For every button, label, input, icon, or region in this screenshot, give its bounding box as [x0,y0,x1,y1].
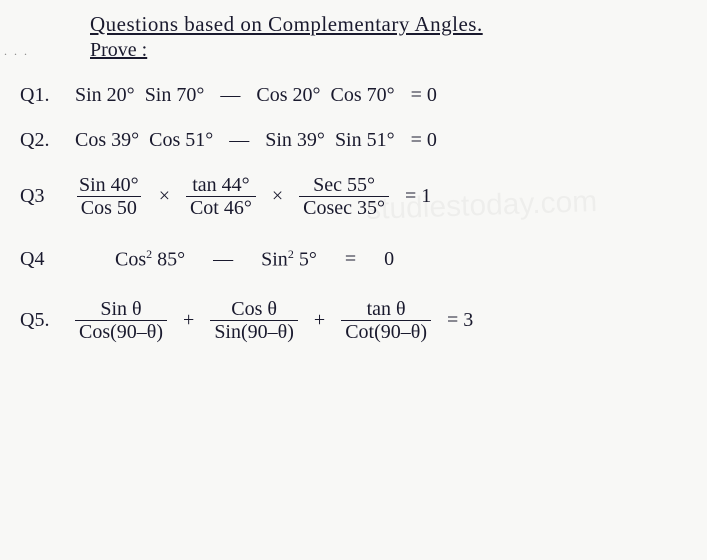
expression: Sin θ Cos(90–θ) + Cos θ Sin(90–θ) + tan … [75,298,479,343]
question-number: Q1. [20,84,75,107]
fraction: Sin θ Cos(90–θ) [75,298,167,343]
times-op: × [153,185,176,208]
equals-result: = 3 [441,309,479,332]
expression: Sin 20° Sin 70° — Cos 20° Cos 70° = 0 [75,84,443,107]
question-row: Q1. Sin 20° Sin 70° — Cos 20° Cos 70° = … [20,84,687,107]
question-number: Q3 [20,185,75,208]
minus-op: — [223,129,255,152]
term: Sin 51° [335,129,395,152]
denominator: Cosec 35° [299,196,389,219]
denominator: Cot(90–θ) [341,320,431,343]
fraction: Cos θ Sin(90–θ) [210,298,298,343]
numerator: tan θ [363,298,410,320]
fraction: Sin 40° Cos 50 [75,174,143,219]
question-number: Q5. [20,309,75,332]
expression: Sin 40° Cos 50 × tan 44° Cot 46° × Sec 5… [75,174,437,219]
numerator: Sin 40° [75,174,143,196]
worksheet-page: . . . Questions based on Complementary A… [0,0,707,343]
term: Cos 20° [256,84,320,107]
question-number: Q4 [20,248,75,271]
numerator: Sin θ [96,298,145,320]
question-row: Q4 Cos2 85° — Sin2 5° = 0 [20,247,687,272]
plus-op: + [177,309,200,332]
minus-op: — [207,248,239,271]
question-row: Q2. Cos 39° Cos 51° — Sin 39° Sin 51° = … [20,129,687,152]
expression: Cos 39° Cos 51° — Sin 39° Sin 51° = 0 [75,129,443,152]
fraction: tan θ Cot(90–θ) [341,298,431,343]
minus-op: — [214,84,246,107]
arg: 85° [152,249,185,271]
term: Cos 51° [149,129,213,152]
page-title: Questions based on Complementary Angles. [90,12,687,37]
term: Sin 20° [75,84,135,107]
numerator: Cos θ [227,298,281,320]
numerator: tan 44° [188,174,253,196]
equals-op: = [339,248,362,271]
expression: Cos2 85° — Sin2 5° = 0 [115,247,394,272]
denominator: Cos(90–θ) [75,320,167,343]
plus-op: + [308,309,331,332]
question-number: Q2. [20,129,75,152]
corner-dots: . . . [4,44,29,59]
term: Sin 70° [145,84,205,107]
page-subtitle: Prove : [90,39,687,62]
denominator: Cos 50 [77,196,141,219]
equals-result: = 0 [405,129,443,152]
fraction: tan 44° Cot 46° [186,174,256,219]
term: Cos 70° [331,84,395,107]
question-row: Q5. Sin θ Cos(90–θ) + Cos θ Sin(90–θ) + … [20,298,687,343]
result: 0 [384,248,394,271]
func: Cos [115,249,146,271]
times-op: × [266,185,289,208]
term: Cos2 85° [115,247,185,272]
equals-result: = 1 [399,185,437,208]
question-row: Q3 Sin 40° Cos 50 × tan 44° Cot 46° × Se… [20,174,687,219]
arg: 5° [294,249,317,271]
denominator: Cot 46° [186,196,256,219]
equals-result: = 0 [405,84,443,107]
term: Sin2 5° [261,247,317,272]
numerator: Sec 55° [309,174,379,196]
func: Sin [261,249,288,271]
term: Cos 39° [75,129,139,152]
term: Sin 39° [265,129,325,152]
denominator: Sin(90–θ) [210,320,298,343]
fraction: Sec 55° Cosec 35° [299,174,389,219]
